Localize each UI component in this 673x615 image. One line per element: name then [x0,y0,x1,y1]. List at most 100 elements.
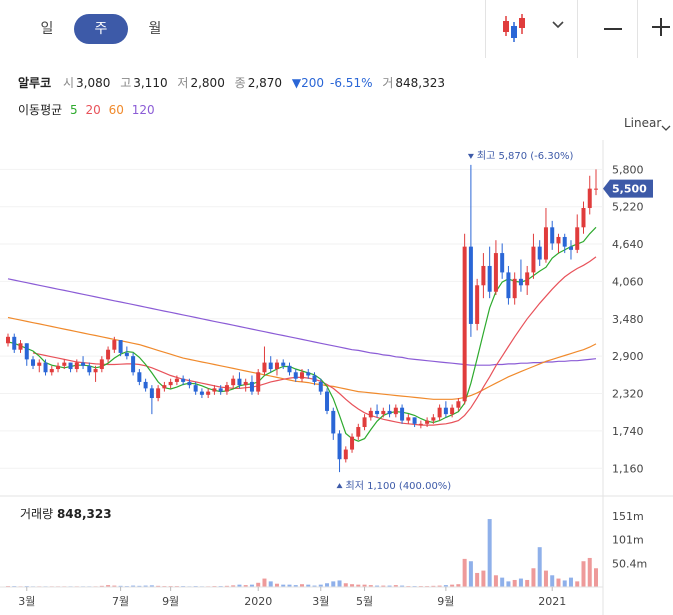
ma60-line [7,316,597,400]
candle-body [456,401,461,408]
volume-tick-label: 151m [612,510,644,523]
tab-day[interactable]: 일 [40,21,54,37]
candle [106,346,111,363]
volume-bar [387,585,392,587]
candle-body [493,253,498,292]
candle-body [543,227,548,260]
volume-bar [487,519,492,587]
candle [174,375,179,386]
price-chart[interactable]: 5,800 5,220 4,640 4,060 3,480 2,900 2,320 1,740… [0,140,673,495]
candle-body [124,352,129,357]
candle-body [187,381,192,386]
candle [37,359,42,373]
minus-icon[interactable] [604,28,622,30]
candle [556,233,561,254]
candle [343,446,348,463]
candle-body [168,381,173,386]
candle [468,164,473,337]
candle [156,385,161,402]
close-label: 종 [234,76,246,90]
volume-panel-label: 거래량 [20,507,54,521]
volume-bar [137,585,142,587]
candle-body [112,340,117,350]
candle [293,369,298,382]
chevron-down-icon[interactable] [550,14,566,34]
candle-body [518,278,523,286]
volume-bar [262,578,267,587]
candle-body [149,388,154,399]
candle [243,378,248,392]
candle-body [199,391,204,395]
candle [575,214,580,254]
current-price-tag: 5,500 [603,179,653,198]
candle-body [306,372,311,376]
candle-body [337,433,342,460]
volume-bar [500,577,505,587]
candle [550,220,555,250]
candle-body [531,246,536,273]
volume-bar [431,585,436,587]
volume-bar [562,580,567,587]
y-tick-label: 2,900 [612,350,644,363]
tab-month[interactable]: 월 [148,21,162,37]
volume-bar [306,584,311,587]
candle [350,433,355,453]
volume-bar [274,583,279,587]
candle-body [562,236,567,247]
volume-bar [475,572,480,587]
volume-bar [400,585,405,587]
ma-20: 20 [85,103,101,117]
candle-body [212,388,217,392]
volume-bar [318,584,323,587]
candle-body [418,423,423,425]
scale-mode-select[interactable]: Linear [624,116,662,130]
tab-week[interactable]: 주 [74,14,128,44]
volume-bar [437,585,442,587]
low-marker-icon [336,483,343,489]
candle [181,375,186,386]
candle [18,340,23,353]
volume-bar [224,585,229,587]
volume-bar [375,585,380,587]
candle [568,240,573,260]
low-label: 저 [177,76,189,90]
candle [199,388,204,399]
candle-body [581,207,586,228]
candle [249,375,254,395]
quote-summary: 알루코 시 3,080 고 3,110 저 2,800 종 2,870 ▼200 -6.5… [18,74,451,91]
candle-body [99,359,104,370]
volume-bar [456,584,461,587]
candle-body [437,407,442,418]
candle [362,414,367,431]
candle [168,378,173,389]
chevron-down-icon[interactable] [661,118,671,131]
volume-bar [106,585,111,587]
plus-icon[interactable] [652,18,670,36]
ma-label: 이동평균 [18,103,63,117]
candle [262,346,267,376]
candle [193,381,198,395]
candle [206,388,211,399]
candle [112,336,117,353]
candle-body [106,349,111,360]
high-marker-icon [467,153,474,159]
volume-chart[interactable]: 151m 101m 50.4m 3월 7월 9월 2020 3월 5월 9월 2021 [0,495,673,615]
volume-bar [531,568,536,587]
candle [143,378,148,392]
moving-average-legend[interactable]: 이동평균 5 20 60 120 [18,101,159,118]
candle [218,385,223,395]
volume-bar [393,585,398,587]
candle [131,352,136,376]
candlestick-icon[interactable] [500,12,534,42]
candle-body [181,378,186,382]
volume-bar [550,575,555,587]
candle [12,333,17,353]
x-tick-label: 9월 [437,595,454,608]
y-tick-label: 5,800 [612,163,644,176]
candle [475,278,480,331]
candle-body [550,227,555,244]
candle-body [343,449,348,460]
volume-bar [506,581,511,587]
y-tick-label: 3,480 [612,313,644,326]
candle [56,362,61,373]
